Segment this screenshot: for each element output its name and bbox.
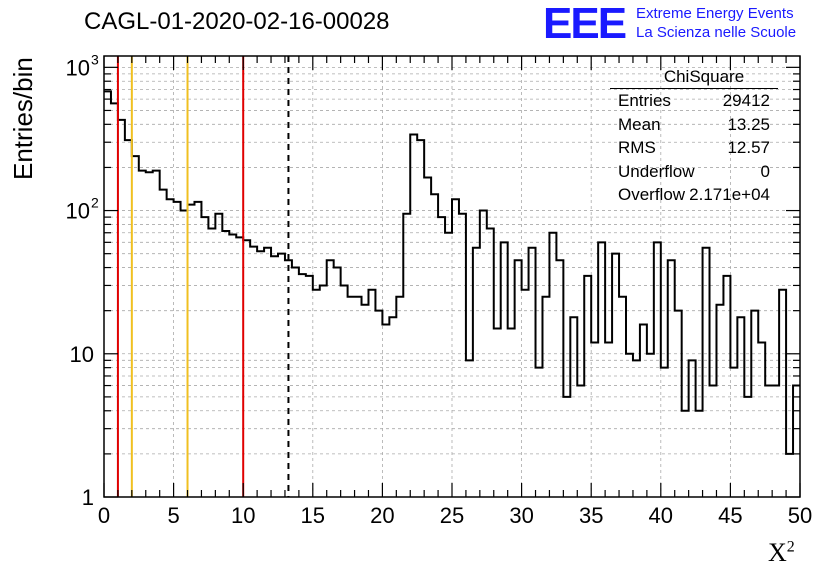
stats-row-entries: Entries 29412 — [610, 89, 778, 113]
y-axis-label: Entries/bin — [8, 57, 38, 180]
eee-logo: EEE — [543, 0, 627, 48]
x-tick-label: 15 — [301, 503, 325, 528]
stats-value: 2.171e+04 — [689, 185, 770, 204]
logo-caption: Extreme Energy Events La Scienza nelle S… — [636, 4, 796, 42]
x-tick-label: 0 — [98, 503, 110, 528]
stats-row-mean: Mean 13.25 — [610, 113, 778, 137]
y-tick-label: 10 — [70, 342, 94, 367]
x-tick-label: 25 — [440, 503, 464, 528]
x-tick-label: 50 — [788, 503, 812, 528]
x-tick-label: 30 — [509, 503, 533, 528]
stats-value: 29412 — [722, 91, 770, 110]
chart-title: CAGL-01-2020-02-16-00028 — [84, 8, 390, 35]
histogram-line — [104, 90, 800, 455]
stats-key: Overflow — [618, 185, 686, 204]
x-tick-label: 45 — [718, 503, 742, 528]
x-tick-label: 35 — [579, 503, 603, 528]
grid — [104, 56, 800, 497]
y-tick-label-exponent: 3 — [91, 51, 99, 67]
x-tick-label: 5 — [167, 503, 179, 528]
logo-caption-line1: Extreme Energy Events — [636, 5, 794, 22]
x-tick-label: 10 — [231, 503, 255, 528]
logo-caption-line2: La Scienza nelle Scuole — [636, 24, 797, 41]
x-tick-label: 40 — [649, 503, 673, 528]
stats-value: 0 — [760, 161, 770, 181]
stats-row-underflow: Underflow 0 — [610, 160, 778, 184]
y-tick-label: 10 — [66, 199, 90, 224]
stats-key: Entries — [618, 91, 671, 110]
stats-key: RMS — [618, 138, 656, 157]
stats-value: 13.25 — [727, 114, 770, 134]
x-axis-label-sup: 2 — [786, 538, 795, 556]
stats-row-overflow: Overflow 2.171e+04 — [610, 183, 778, 207]
x-tick-label: 20 — [370, 503, 394, 528]
stats-key: Underflow — [618, 161, 695, 181]
x-axis-label-main: X — [768, 538, 787, 567]
y-tick-label: 10 — [66, 55, 90, 80]
stats-title: ChiSquare — [610, 66, 778, 89]
stats-key: Mean — [618, 114, 661, 134]
stats-box: ChiSquare Entries 29412 Mean 13.25 RMS 12.5… — [610, 66, 778, 207]
axis-ticks — [103, 56, 801, 498]
y-tick-label: 1 — [82, 485, 94, 510]
stats-row-rms: RMS 12.57 — [610, 136, 778, 160]
stats-value: 12.57 — [727, 138, 770, 157]
y-tick-label-exponent: 2 — [91, 195, 99, 211]
x-axis-label: X2 — [768, 538, 795, 568]
